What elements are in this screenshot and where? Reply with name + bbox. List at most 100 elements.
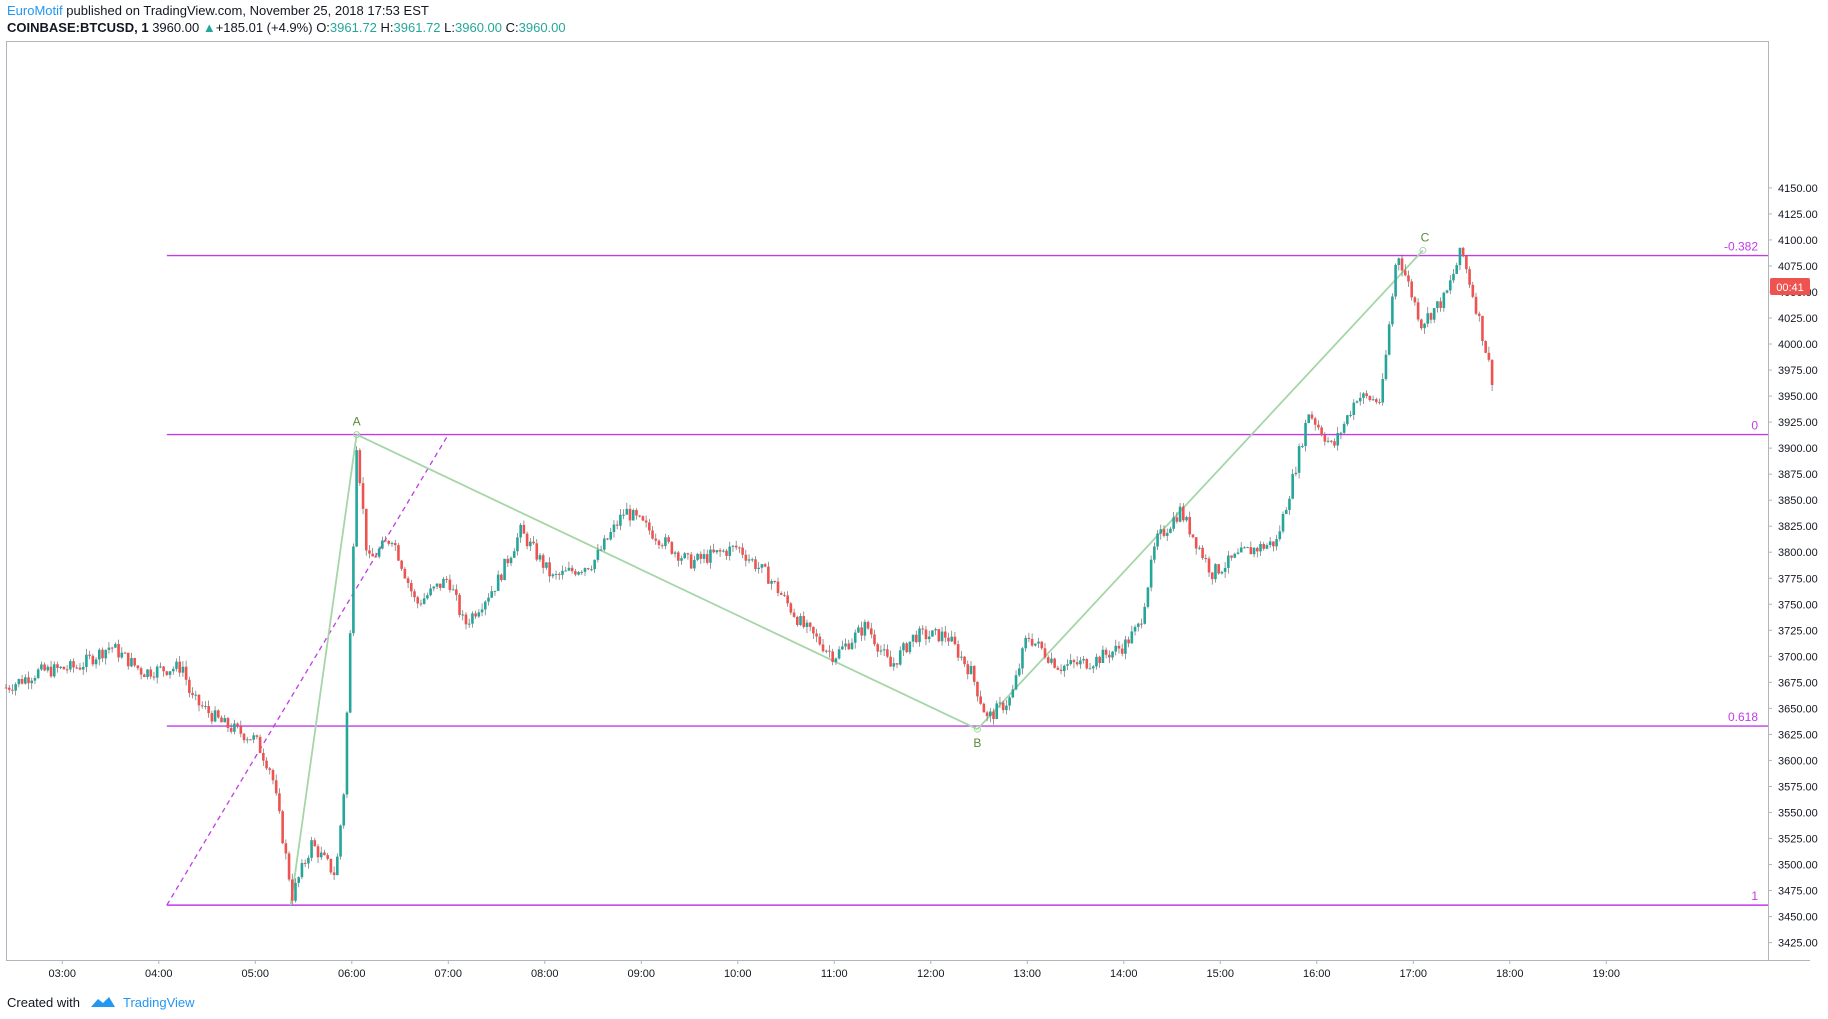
candle-body (393, 543, 397, 546)
candle-body (345, 712, 349, 795)
candle-body (284, 843, 288, 854)
candle-body (1037, 641, 1040, 644)
price-tick-label: 3700.00 (1778, 651, 1818, 663)
candle-body (220, 717, 223, 723)
candle-body (831, 651, 834, 662)
candle-body (104, 649, 108, 659)
candle-body (1384, 354, 1388, 380)
candle-body (1420, 319, 1423, 329)
candle-body (371, 553, 374, 557)
candle-body (1207, 558, 1211, 573)
candle-body (1246, 547, 1249, 549)
candle-body (204, 706, 207, 708)
abc-point-marker[interactable] (353, 431, 361, 439)
candle-body (374, 556, 378, 558)
abc-point-marker[interactable] (973, 725, 981, 733)
candle-body (609, 532, 613, 540)
price-tick-label: 4075.00 (1778, 261, 1818, 273)
candle-body (426, 595, 429, 599)
abc-point-label: A (353, 415, 361, 429)
abc-pattern[interactable]: A B C (289, 230, 1430, 906)
candle-body (876, 644, 880, 652)
candle-body (97, 649, 101, 660)
candle-body (1066, 664, 1069, 666)
abc-leg-line[interactable] (356, 433, 978, 731)
candle-body (567, 567, 571, 571)
candle-body (319, 852, 323, 858)
candle-body (1011, 689, 1015, 698)
candle-body (500, 574, 503, 581)
candle-body (664, 537, 667, 547)
candle-body (583, 568, 587, 572)
time-tick-label: 15:00 (1207, 968, 1235, 980)
candle-body (78, 667, 82, 670)
candle-body (644, 520, 648, 523)
candle-body (107, 647, 111, 650)
candle-body (850, 642, 854, 650)
candle-body (136, 665, 140, 669)
candle-body (1297, 446, 1301, 473)
candle-body (985, 712, 989, 717)
candle-body (1108, 654, 1111, 658)
candle-body (1111, 651, 1114, 658)
price-axis[interactable]: 3425.00 3450.00 3475.00 3500.00 3525.00 3550.… (1768, 183, 1818, 950)
candle-body (165, 671, 169, 675)
candle-body (159, 666, 162, 668)
candle-body (590, 569, 593, 571)
candle-body (1050, 658, 1053, 663)
candle-body (1400, 258, 1404, 271)
candle-body (1165, 532, 1169, 536)
candle-body (281, 811, 284, 844)
price-tick-label: 3625.00 (1778, 729, 1818, 741)
candle-body (541, 555, 545, 568)
candle-body (210, 713, 214, 722)
candle-body (139, 668, 143, 675)
candle-body (1133, 626, 1137, 632)
candle-body (448, 579, 452, 590)
candle-body (43, 664, 46, 671)
candle-body (1204, 558, 1208, 560)
candle-body (1391, 296, 1394, 325)
candle-body (471, 613, 474, 624)
price-tick-label: 4025.00 (1778, 313, 1818, 325)
time-axis[interactable]: 03:00 04:00 05:00 06:00 07:00 08:00 09:00 10:00… (49, 960, 1621, 980)
candle-body (767, 566, 770, 584)
candle-body (1178, 506, 1182, 522)
abc-leg-line[interactable] (289, 434, 358, 906)
candle-body (184, 666, 188, 680)
fib-trend-line[interactable] (166, 434, 449, 906)
candle-body (123, 652, 127, 654)
author-link[interactable]: EuroMotif (7, 3, 63, 18)
candle-body (776, 581, 780, 594)
price-tick-label: 3975.00 (1778, 365, 1818, 377)
fib-retracement[interactable]: -0.382 0 0.618 1 (166, 240, 1768, 906)
candle-body (750, 559, 754, 561)
candle-body (155, 666, 159, 678)
tradingview-brand-link[interactable]: TradingView (123, 995, 195, 1010)
candle-body (1487, 352, 1491, 360)
candle-body (1310, 414, 1314, 419)
candle-body (94, 659, 98, 665)
footer: Created with TradingView (7, 995, 195, 1012)
time-tick-label: 10:00 (724, 968, 752, 980)
candle-body (953, 636, 957, 645)
symbol-name[interactable]: COINBASE:BTCUSD, 1 (7, 20, 149, 35)
abc-point-marker[interactable] (1419, 246, 1427, 254)
candle-body (866, 621, 870, 629)
candle-body (1146, 587, 1150, 607)
candle-body (1149, 559, 1153, 588)
candle-body (1365, 393, 1368, 397)
candle-body (1143, 606, 1146, 624)
candle-body (33, 678, 37, 681)
candle-body (207, 706, 210, 714)
candle-body (464, 614, 468, 625)
candle-body (532, 541, 535, 544)
fib-level-label: -0.382 (1724, 240, 1758, 254)
abc-leg-line[interactable] (976, 249, 1424, 730)
price-tick-label: 3750.00 (1778, 599, 1818, 611)
fib-level-label: 0 (1751, 419, 1758, 433)
candle-body (853, 632, 857, 643)
candle-body (1278, 531, 1282, 540)
candle-body (480, 609, 484, 613)
